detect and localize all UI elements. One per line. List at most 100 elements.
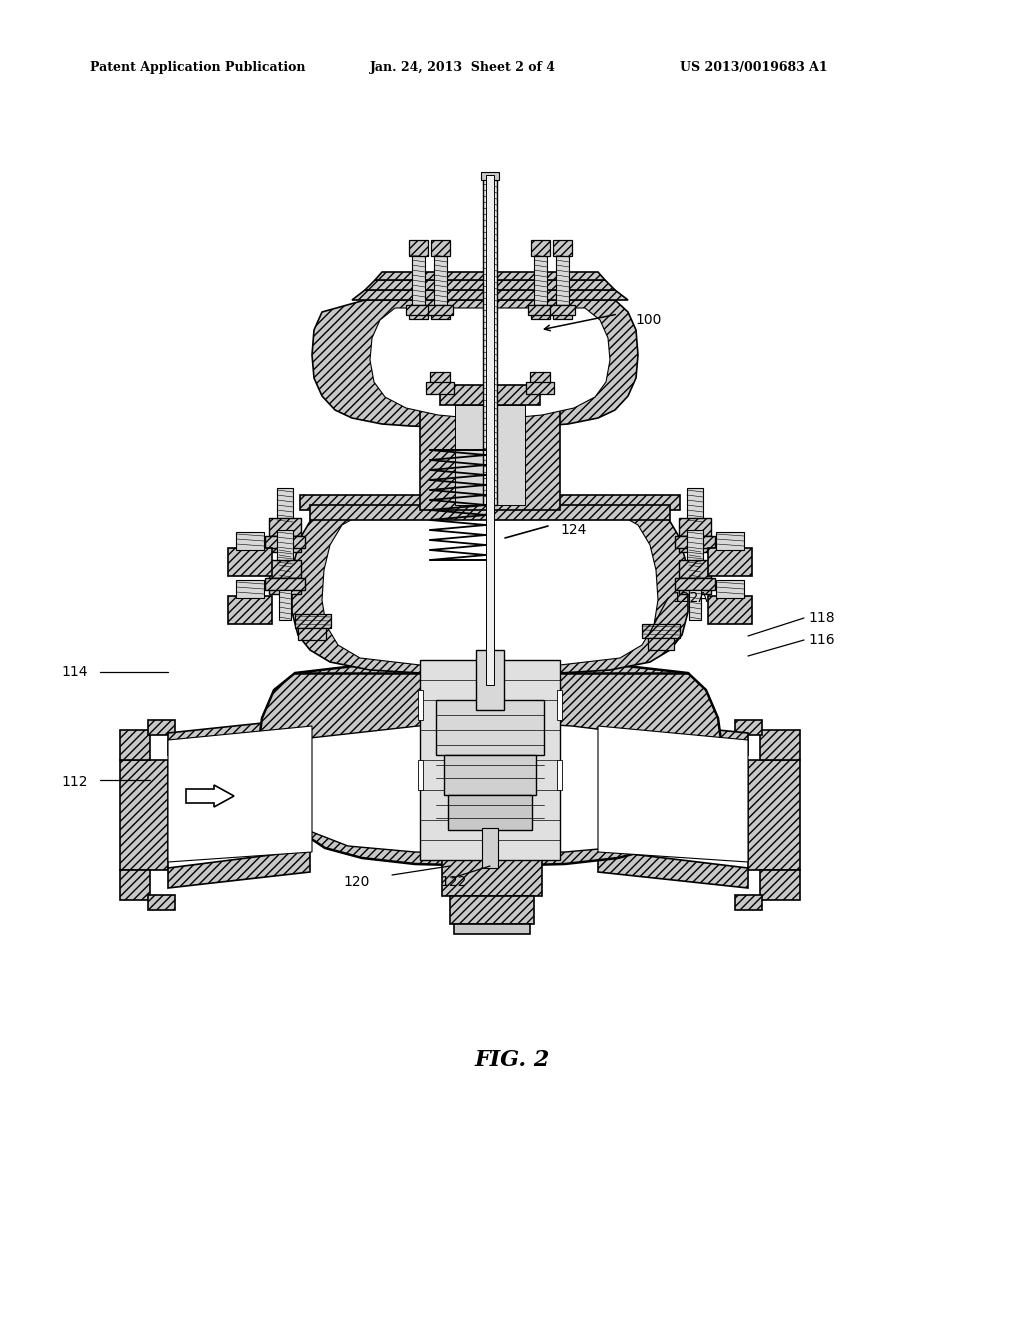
Bar: [278, 488, 293, 524]
Text: 122: 122: [440, 875, 466, 888]
Bar: [679, 578, 711, 594]
Text: 100: 100: [635, 313, 662, 327]
Polygon shape: [370, 308, 610, 418]
Bar: [534, 253, 547, 305]
Bar: [648, 638, 674, 649]
Bar: [420, 660, 560, 861]
Polygon shape: [352, 290, 628, 300]
Bar: [434, 253, 447, 305]
Text: Jan. 24, 2013  Sheet 2 of 4: Jan. 24, 2013 Sheet 2 of 4: [370, 62, 556, 74]
Bar: [454, 924, 530, 935]
Bar: [483, 176, 497, 506]
Polygon shape: [292, 506, 688, 673]
Polygon shape: [735, 895, 762, 909]
Bar: [450, 896, 534, 924]
Bar: [455, 405, 525, 506]
Bar: [440, 385, 540, 405]
Bar: [298, 628, 326, 640]
Bar: [426, 381, 454, 393]
Polygon shape: [300, 495, 680, 510]
Bar: [269, 560, 301, 578]
Bar: [716, 532, 744, 550]
Bar: [279, 590, 291, 620]
Text: 118: 118: [808, 611, 835, 624]
Text: 120: 120: [344, 875, 370, 888]
Text: 122A: 122A: [672, 591, 708, 605]
Polygon shape: [598, 718, 748, 755]
Bar: [418, 760, 423, 789]
Text: FIG. 2: FIG. 2: [474, 1049, 550, 1071]
Text: 114: 114: [61, 665, 88, 678]
Bar: [420, 400, 560, 510]
Polygon shape: [120, 870, 150, 900]
Bar: [553, 240, 572, 256]
Bar: [689, 590, 701, 620]
Polygon shape: [120, 730, 150, 760]
Polygon shape: [760, 730, 800, 760]
Bar: [482, 828, 498, 869]
Text: US 2013/0019683 A1: US 2013/0019683 A1: [680, 62, 827, 74]
Bar: [428, 305, 453, 315]
Polygon shape: [148, 719, 175, 735]
Bar: [675, 578, 715, 590]
Bar: [265, 578, 305, 590]
Bar: [556, 253, 569, 305]
Text: 112: 112: [61, 775, 88, 789]
Bar: [444, 755, 536, 795]
Bar: [679, 536, 711, 552]
Bar: [442, 854, 542, 896]
Text: 116: 116: [808, 634, 835, 647]
Bar: [708, 548, 752, 576]
Bar: [449, 795, 532, 830]
Bar: [531, 305, 550, 319]
Polygon shape: [748, 760, 800, 870]
Bar: [269, 578, 301, 594]
Polygon shape: [760, 870, 800, 900]
Bar: [553, 305, 572, 319]
Text: 124: 124: [560, 523, 587, 537]
Bar: [550, 305, 575, 315]
Bar: [679, 560, 711, 578]
Polygon shape: [312, 300, 638, 426]
Bar: [530, 372, 550, 389]
Bar: [531, 240, 550, 256]
Bar: [557, 690, 562, 719]
Bar: [406, 305, 431, 315]
Polygon shape: [120, 760, 168, 870]
Bar: [265, 536, 305, 548]
FancyArrow shape: [186, 785, 234, 807]
Bar: [412, 253, 425, 305]
Bar: [409, 240, 428, 256]
Bar: [236, 579, 264, 598]
Polygon shape: [322, 512, 658, 665]
Bar: [716, 579, 744, 598]
Bar: [436, 700, 544, 755]
Bar: [278, 531, 293, 566]
Bar: [228, 597, 272, 624]
Polygon shape: [282, 722, 698, 854]
Bar: [295, 614, 331, 628]
Bar: [557, 760, 562, 789]
Bar: [687, 531, 703, 566]
Polygon shape: [365, 280, 615, 290]
Bar: [486, 176, 494, 685]
Bar: [481, 172, 499, 180]
Bar: [689, 548, 701, 578]
Bar: [236, 532, 264, 550]
Polygon shape: [735, 719, 762, 735]
Polygon shape: [598, 850, 748, 888]
Bar: [687, 488, 703, 524]
Bar: [269, 536, 301, 552]
Bar: [708, 597, 752, 624]
Bar: [269, 517, 301, 536]
Text: Patent Application Publication: Patent Application Publication: [90, 62, 305, 74]
Polygon shape: [168, 850, 310, 888]
Polygon shape: [258, 659, 722, 866]
Bar: [642, 624, 680, 638]
Polygon shape: [168, 726, 312, 862]
Bar: [675, 536, 715, 548]
Bar: [526, 381, 554, 393]
Polygon shape: [375, 272, 605, 280]
Bar: [418, 690, 423, 719]
Bar: [228, 548, 272, 576]
